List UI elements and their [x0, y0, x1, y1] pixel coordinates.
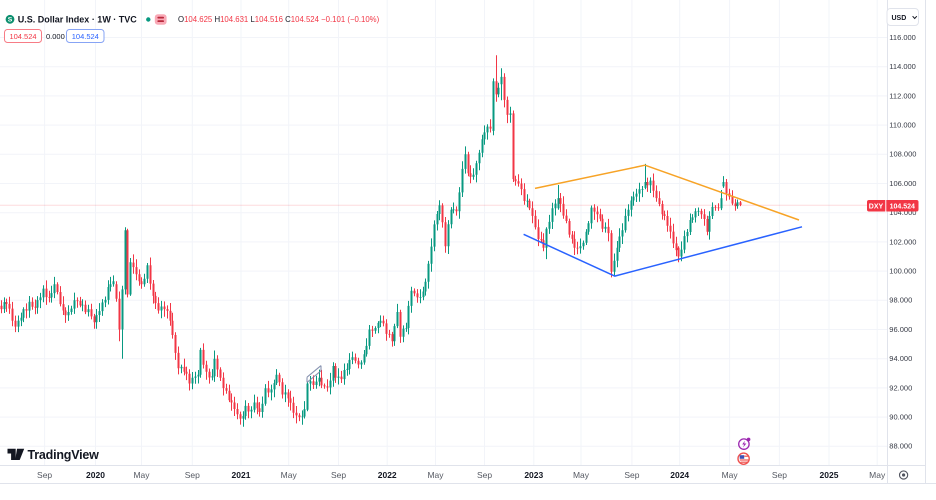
svg-text:May: May	[722, 470, 739, 480]
svg-text:Sep: Sep	[624, 470, 639, 480]
svg-text:May: May	[573, 470, 590, 480]
svg-text:S: S	[8, 17, 13, 24]
svg-text:106.000: 106.000	[889, 179, 916, 188]
svg-text:104.524: 104.524	[72, 32, 99, 41]
svg-text:May: May	[427, 470, 444, 480]
svg-text:90.000: 90.000	[889, 413, 912, 422]
svg-text:2022: 2022	[378, 470, 397, 480]
svg-text:Sep: Sep	[331, 470, 346, 480]
svg-text:110.000: 110.000	[889, 121, 916, 130]
svg-text:Sep: Sep	[185, 470, 200, 480]
svg-text:O104.625 H104.631 L104.516 C10: O104.625 H104.631 L104.516 C104.524 −0.1…	[178, 15, 380, 24]
svg-text:104.524: 104.524	[9, 32, 36, 41]
svg-text:2024: 2024	[670, 470, 689, 480]
svg-text:100.000: 100.000	[889, 267, 916, 276]
svg-text:96.000: 96.000	[889, 325, 912, 334]
svg-text:102.000: 102.000	[889, 237, 916, 246]
svg-text:2025: 2025	[820, 470, 839, 480]
svg-text:Sep: Sep	[477, 470, 492, 480]
svg-text:88.000: 88.000	[889, 442, 912, 451]
svg-text:TradingView: TradingView	[28, 448, 100, 462]
svg-text:94.000: 94.000	[889, 354, 912, 363]
svg-text:112.000: 112.000	[889, 91, 916, 100]
svg-text:98.000: 98.000	[889, 296, 912, 305]
svg-text:DXY: DXY	[869, 203, 884, 210]
svg-text:Sep: Sep	[772, 470, 787, 480]
svg-text:U.S. Dollar Index · 1W · TVC: U.S. Dollar Index · 1W · TVC	[18, 15, 138, 25]
svg-text:2020: 2020	[86, 470, 105, 480]
svg-text:USD: USD	[892, 15, 907, 22]
svg-text:104.000: 104.000	[889, 208, 916, 217]
svg-text:104.524: 104.524	[890, 203, 915, 210]
svg-text:2021: 2021	[232, 470, 251, 480]
svg-text:Sep: Sep	[37, 470, 52, 480]
svg-text:114.000: 114.000	[889, 62, 916, 71]
svg-text:116.000: 116.000	[889, 33, 916, 42]
svg-text:May: May	[133, 470, 150, 480]
svg-text:May: May	[869, 470, 886, 480]
svg-text:92.000: 92.000	[889, 383, 912, 392]
svg-text:108.000: 108.000	[889, 150, 916, 159]
svg-text:2023: 2023	[524, 470, 543, 480]
svg-text:May: May	[281, 470, 298, 480]
svg-text:0.000: 0.000	[46, 32, 65, 41]
